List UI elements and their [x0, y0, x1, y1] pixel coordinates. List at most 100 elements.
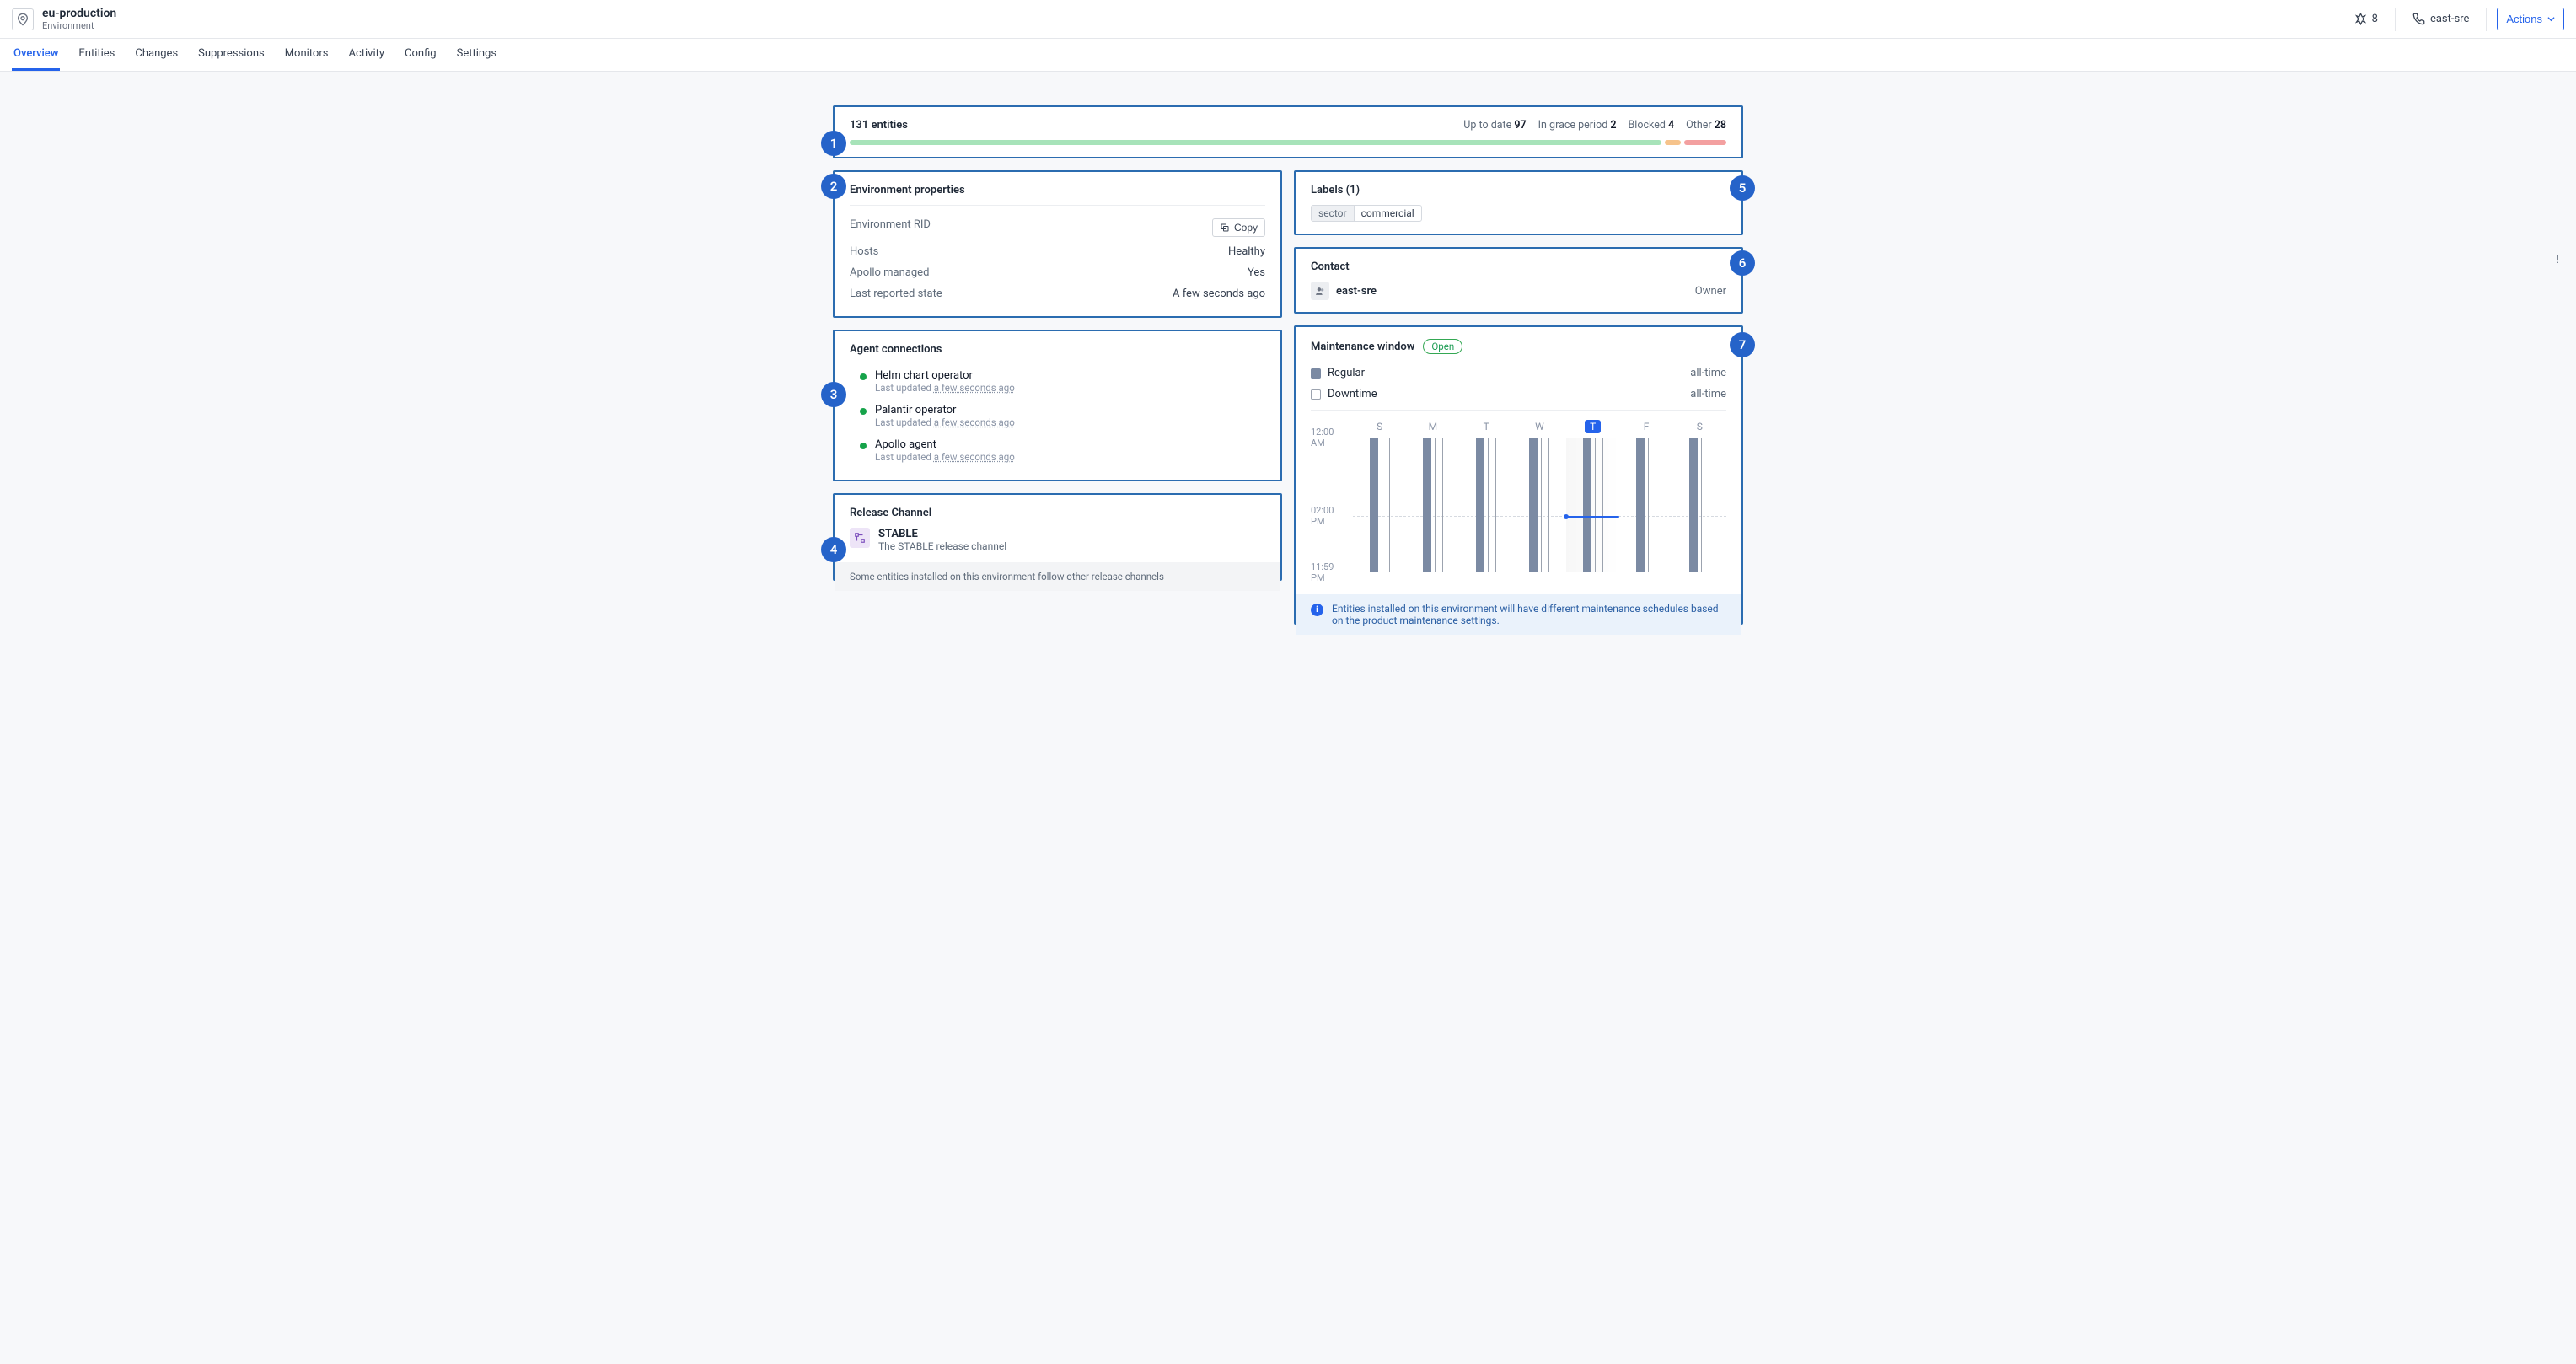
- label-value: commercial: [1355, 206, 1421, 221]
- release-channel-icon: [850, 528, 870, 548]
- maintenance-day: W: [1513, 421, 1566, 432]
- maintenance-legend-row: Downtime all-time: [1311, 384, 1726, 405]
- agent-item: Helm chart operatorLast updated a few se…: [860, 364, 1265, 399]
- maintenance-chart: 12:00 AM02:00 PM11:59 PM SMTWTFS: [1311, 421, 1726, 581]
- bar-downtime: [1648, 438, 1656, 572]
- bar-regular: [1476, 438, 1484, 572]
- right-column: 5 Labels (1) sectorcommercial 6 Contact …: [1294, 170, 1743, 625]
- copy-button[interactable]: Copy: [1212, 218, 1265, 237]
- contact-role: Owner: [1695, 285, 1726, 298]
- status-dot-icon: [860, 408, 867, 415]
- side-indicator-icon: !: [2556, 253, 2559, 266]
- bar-downtime: [1488, 438, 1496, 572]
- bar-regular: [1423, 438, 1431, 572]
- env-props-title: Environment properties: [850, 184, 1265, 196]
- actions-button[interactable]: Actions: [2497, 8, 2564, 30]
- maintenance-day-col: [1673, 438, 1726, 572]
- release-desc: The STABLE release channel: [878, 540, 1006, 552]
- maintenance-day: T: [1566, 421, 1619, 432]
- entities-progress: [850, 140, 1726, 145]
- tab-changes[interactable]: Changes: [133, 39, 180, 71]
- bar-regular: [1689, 438, 1698, 572]
- legend-label: Downtime: [1328, 388, 1377, 400]
- maintenance-status-badge: Open: [1423, 339, 1462, 354]
- agent-updated: Last updated a few seconds ago: [875, 416, 1015, 428]
- env-name: eu-production: [42, 7, 116, 20]
- maintenance-day-col: [1353, 438, 1406, 572]
- callout-1: 1: [821, 131, 846, 156]
- contact-title: Contact: [1311, 260, 1726, 273]
- agent-updated: Last updated a few seconds ago: [875, 451, 1015, 463]
- callout-7: 7: [1730, 332, 1755, 357]
- phone-icon: [2412, 13, 2425, 25]
- contact-avatar-icon: [1311, 282, 1329, 300]
- header-right: 8 east-sre Actions: [2337, 8, 2564, 31]
- prop-value: Healthy: [1228, 245, 1265, 258]
- contact-card: 6 Contact east-sre Owner: [1294, 247, 1743, 314]
- maintenance-day: F: [1619, 421, 1672, 432]
- legend-value: all-time: [1690, 367, 1726, 379]
- divider: [2395, 8, 2396, 31]
- release-name: STABLE: [878, 528, 1006, 540]
- agent-updated: Last updated a few seconds ago: [875, 382, 1015, 394]
- status-dot-icon: [860, 443, 867, 449]
- entities-stat: In grace period 2: [1538, 119, 1617, 132]
- legend-swatch: [1311, 368, 1321, 379]
- tab-entities[interactable]: Entities: [77, 39, 116, 71]
- release-note: Some entities installed on this environm…: [835, 562, 1280, 591]
- tab-suppressions[interactable]: Suppressions: [196, 39, 266, 71]
- agent-name: Palantir operator: [875, 404, 1015, 416]
- entities-stat: Up to date 97: [1463, 119, 1526, 132]
- bar-downtime: [1541, 438, 1549, 572]
- bar-downtime: [1435, 438, 1443, 572]
- maintenance-day-col: [1566, 438, 1619, 572]
- entities-card: 1 131 entities Up to date 97In grace per…: [833, 105, 1743, 158]
- prop-row: Apollo managedYes: [850, 262, 1265, 283]
- environment-icon: [12, 8, 34, 30]
- pin-icon: [2354, 13, 2367, 25]
- tab-overview[interactable]: Overview: [12, 39, 60, 71]
- agent-item: Apollo agentLast updated a few seconds a…: [860, 433, 1265, 468]
- maintenance-y-label: 11:59 PM: [1311, 561, 1348, 583]
- pin-count-value: 8: [2372, 13, 2378, 25]
- content: 1 131 entities Up to date 97In grace per…: [833, 105, 1743, 625]
- header-contact[interactable]: east-sre: [2406, 9, 2476, 29]
- legend-label: Regular: [1328, 367, 1365, 379]
- bar-regular: [1529, 438, 1538, 572]
- callout-5: 5: [1730, 175, 1755, 201]
- prop-key: Hosts: [850, 245, 878, 258]
- bar-regular: [1583, 438, 1591, 572]
- now-indicator: [1566, 516, 1619, 518]
- bar-regular: [1636, 438, 1645, 572]
- entities-stat: Other 28: [1686, 119, 1726, 132]
- maintenance-day-col: [1513, 438, 1566, 572]
- status-dot-icon: [860, 373, 867, 380]
- tab-settings[interactable]: Settings: [455, 39, 498, 71]
- legend-value: all-time: [1690, 388, 1726, 400]
- progress-segment: [1684, 140, 1726, 145]
- pin-count[interactable]: 8: [2348, 9, 2385, 29]
- prop-row: Environment RIDCopy: [850, 214, 1265, 241]
- tab-config[interactable]: Config: [403, 39, 438, 71]
- labels-card: 5 Labels (1) sectorcommercial: [1294, 170, 1743, 235]
- maintenance-day-col: [1406, 438, 1459, 572]
- header: eu-production Environment 8 east-sre Act…: [0, 0, 2576, 39]
- agents-title: Agent connections: [850, 343, 1265, 356]
- maintenance-day-col: [1619, 438, 1672, 572]
- bar-downtime: [1382, 438, 1390, 572]
- maintenance-day: T: [1460, 421, 1513, 432]
- env-props-card: 2 Environment properties Environment RID…: [833, 170, 1282, 318]
- maintenance-y-label: 02:00 PM: [1311, 505, 1348, 527]
- contact-name: east-sre: [1336, 285, 1377, 298]
- label-key: sector: [1312, 206, 1355, 221]
- env-title-block: eu-production Environment: [42, 7, 116, 31]
- bar-downtime: [1701, 438, 1709, 572]
- maintenance-y-label: 12:00 AM: [1311, 427, 1348, 448]
- callout-2: 2: [821, 174, 846, 199]
- tab-activity[interactable]: Activity: [346, 39, 386, 71]
- tab-monitors[interactable]: Monitors: [283, 39, 330, 71]
- maintenance-day: M: [1406, 421, 1459, 432]
- entities-stats: Up to date 97In grace period 2Blocked 4O…: [1463, 119, 1726, 132]
- label-chip[interactable]: sectorcommercial: [1311, 205, 1422, 222]
- prop-value: Yes: [1248, 266, 1265, 279]
